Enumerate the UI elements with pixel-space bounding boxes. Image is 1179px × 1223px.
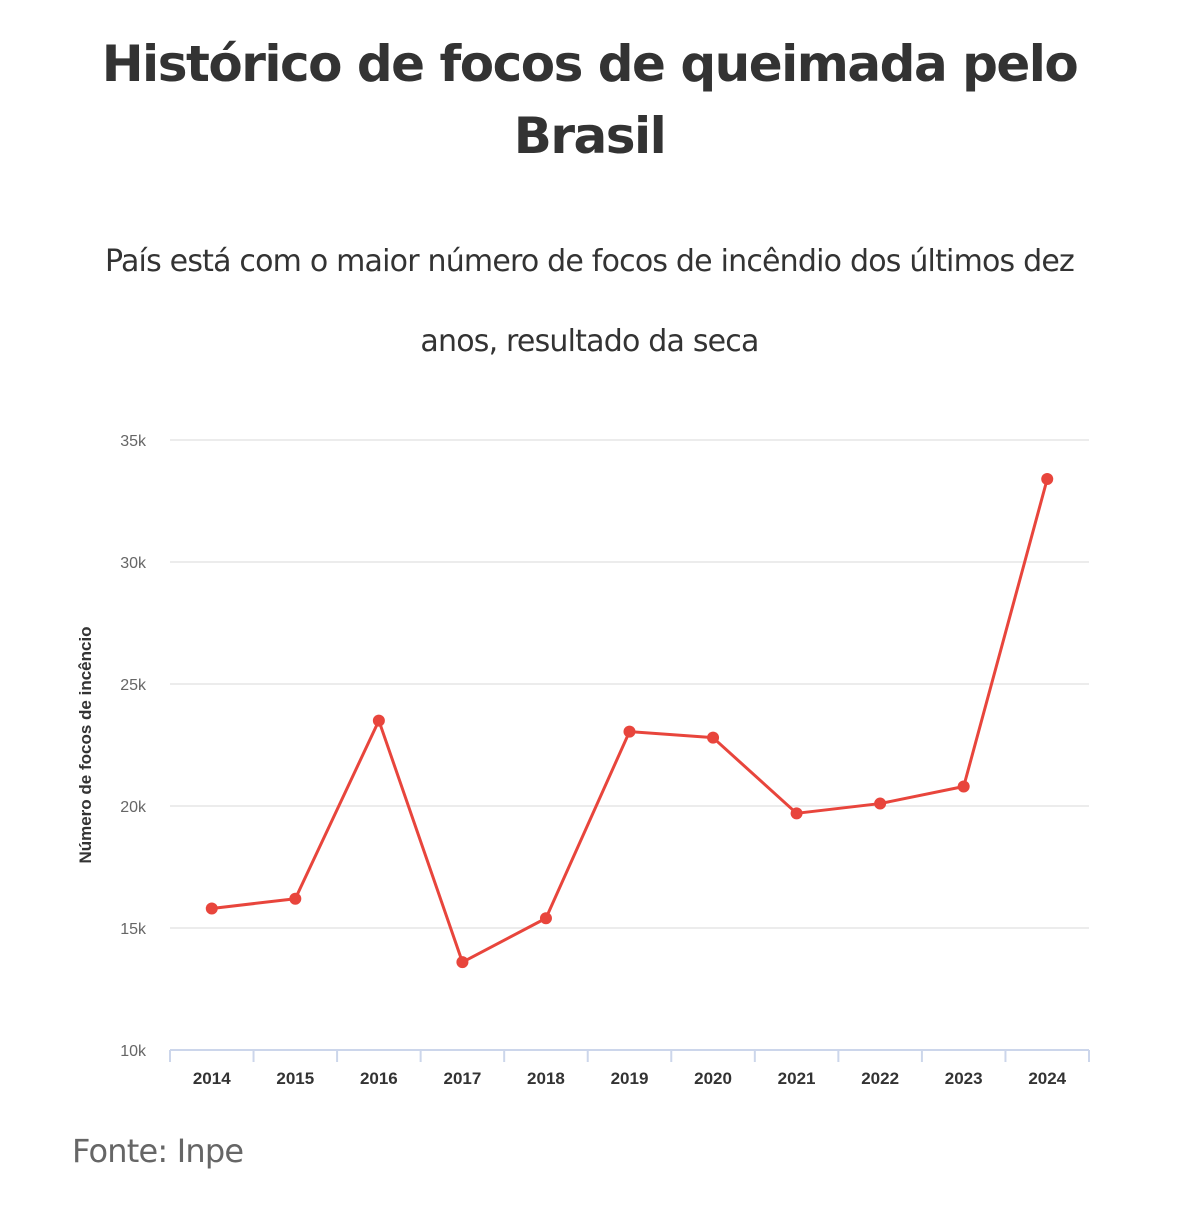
data-point xyxy=(372,714,385,727)
y-tick-label: 20k xyxy=(120,799,147,816)
x-tick-label: 2021 xyxy=(778,1069,816,1088)
data-point xyxy=(707,731,720,744)
chart-subtitle: País está com o maior número de focos de… xyxy=(105,244,1075,359)
y-tick-label: 30k xyxy=(120,555,147,572)
data-point xyxy=(456,956,469,969)
data-point xyxy=(289,892,302,905)
x-tick-label: 2022 xyxy=(861,1069,899,1088)
y-axis-title: Número de focos de incêncio xyxy=(76,626,95,863)
x-tick-label: 2014 xyxy=(193,1069,231,1088)
x-tick-label: 2024 xyxy=(1028,1069,1066,1088)
x-tick-label: 2017 xyxy=(443,1069,481,1088)
x-tick-label: 2020 xyxy=(694,1069,732,1088)
data-point xyxy=(790,807,803,820)
x-tick-label: 2016 xyxy=(360,1069,398,1088)
data-point xyxy=(205,902,218,915)
data-point xyxy=(539,912,552,925)
source-note: Fonte: Inpe xyxy=(72,1132,244,1170)
data-point xyxy=(874,797,887,810)
x-tick-label: 2015 xyxy=(276,1069,314,1088)
series-line xyxy=(211,478,1049,964)
y-tick-label: 25k xyxy=(120,677,147,694)
y-tick-label: 35k xyxy=(120,433,147,450)
y-tick-label: 10k xyxy=(120,1043,147,1060)
data-point xyxy=(957,780,970,793)
y-tick-label: 15k xyxy=(120,921,147,938)
data-point xyxy=(623,725,636,738)
data-point xyxy=(1041,473,1054,486)
chart-title: Histórico de focos de queimada pelo Bras… xyxy=(101,35,1079,165)
x-tick-label: 2018 xyxy=(527,1069,565,1088)
x-tick-label: 2019 xyxy=(611,1069,649,1088)
x-tick-label: 2023 xyxy=(945,1069,983,1088)
